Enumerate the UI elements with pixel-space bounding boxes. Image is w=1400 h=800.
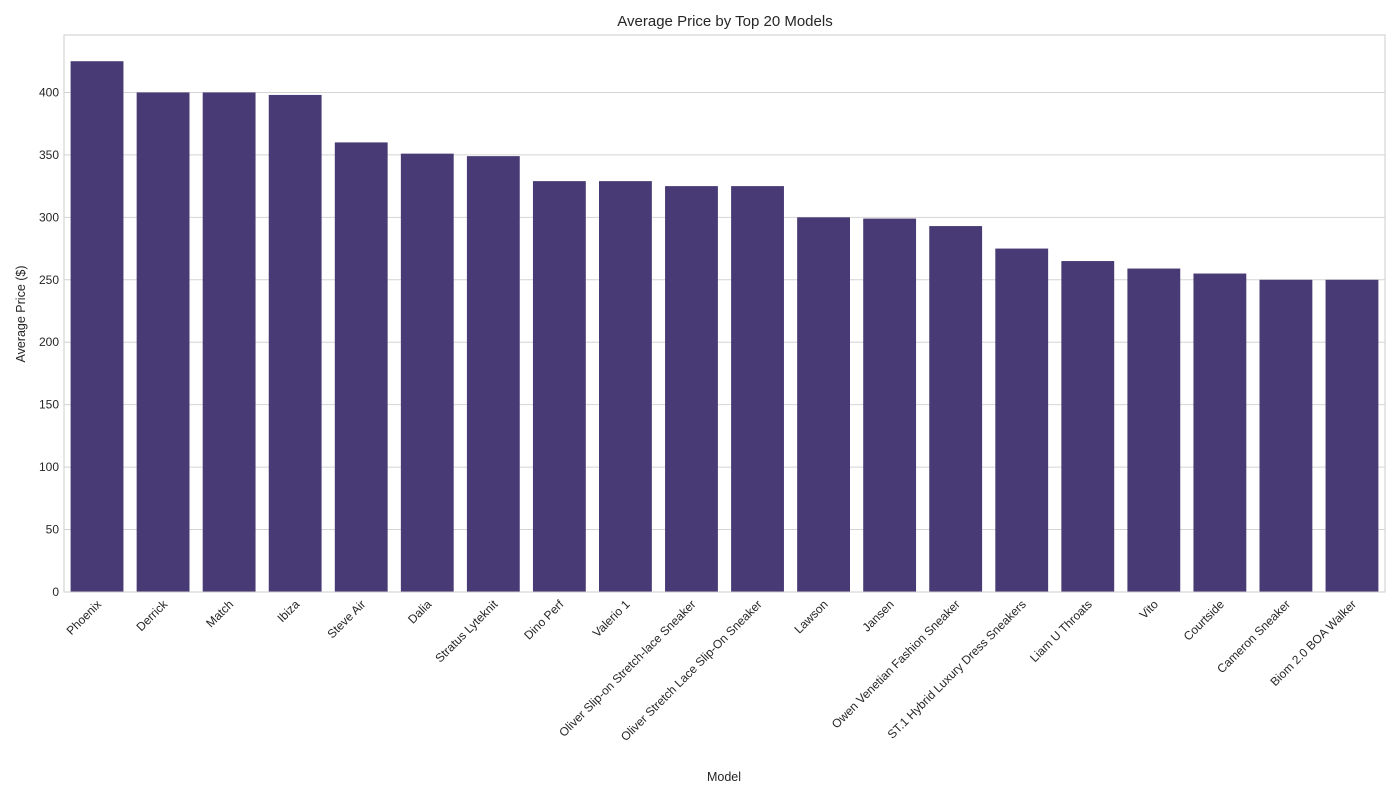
x-tick-label: Lawson	[792, 597, 831, 636]
y-tick-label: 400	[39, 85, 59, 99]
x-axis-label: Model	[707, 770, 741, 784]
bar	[136, 92, 190, 593]
bar	[466, 156, 520, 593]
plot-frame	[63, 34, 1386, 593]
x-tick-label: Stratus Lyteknit	[432, 597, 501, 666]
y-tick-label: 300	[39, 210, 59, 224]
y-tick-label: 0	[52, 585, 59, 599]
y-tick-label: 150	[39, 398, 59, 412]
x-tick-label: Vito	[1137, 597, 1162, 622]
bar	[863, 218, 917, 592]
x-tick-label: Jansen	[859, 597, 896, 634]
x-tick-label: Oliver Stretch Lace Slip-On Sneaker	[618, 597, 765, 744]
x-tick-label: Dino Perf	[521, 597, 567, 643]
y-tick-label: 100	[39, 460, 59, 474]
x-tick-label: Oliver Slip-on Stretch-lace Sneaker	[556, 597, 698, 739]
bar	[929, 226, 983, 592]
bar	[70, 61, 124, 593]
bar	[1061, 261, 1115, 592]
y-tick-label: 250	[39, 273, 59, 287]
bars	[70, 61, 1379, 593]
x-tick-label: Steve Air	[324, 597, 368, 641]
chart-title: Average Price by Top 20 Models	[617, 13, 832, 30]
y-tick-label: 200	[39, 335, 59, 349]
bar	[797, 217, 850, 593]
bar	[995, 248, 1049, 592]
bar	[532, 181, 586, 592]
x-tick-label: Courtside	[1181, 597, 1227, 643]
x-tick-label: Phoenix	[64, 597, 105, 638]
x-tick-label: Liam U Throats	[1027, 597, 1095, 665]
y-tick-label: 350	[39, 148, 59, 162]
bar	[202, 92, 256, 593]
x-tick-labels: Phoenix Derrick Match Ibiza Steve Air DaliaSt…	[64, 597, 1360, 744]
y-axis-label: Average Price ($)	[14, 265, 28, 362]
bar	[1127, 268, 1181, 592]
bar	[1259, 279, 1313, 592]
x-tick-label: Ibiza	[274, 597, 302, 625]
x-tick-label: ST.1 Hybrid Luxury Dress Sneakers	[885, 597, 1029, 741]
bar	[1325, 279, 1379, 592]
x-tick-label: Match	[203, 597, 236, 630]
gridlines	[64, 91, 1385, 593]
bar	[731, 186, 784, 592]
y-tick-labels: 0 50 100 150 200 250 300 350 400	[39, 85, 59, 599]
x-tick-label: Derrick	[133, 597, 170, 634]
bar	[268, 94, 322, 592]
bar	[1193, 273, 1247, 592]
bar	[599, 181, 652, 592]
bar	[665, 186, 718, 592]
x-tick-label: Valerio 1	[590, 597, 633, 640]
x-tick-label: Owen Venetian Fashion Sneaker	[829, 597, 963, 731]
y-tick-label: 50	[46, 523, 60, 537]
x-tick-label: Dalia	[405, 597, 434, 626]
bar	[400, 153, 454, 592]
bar	[334, 142, 388, 592]
